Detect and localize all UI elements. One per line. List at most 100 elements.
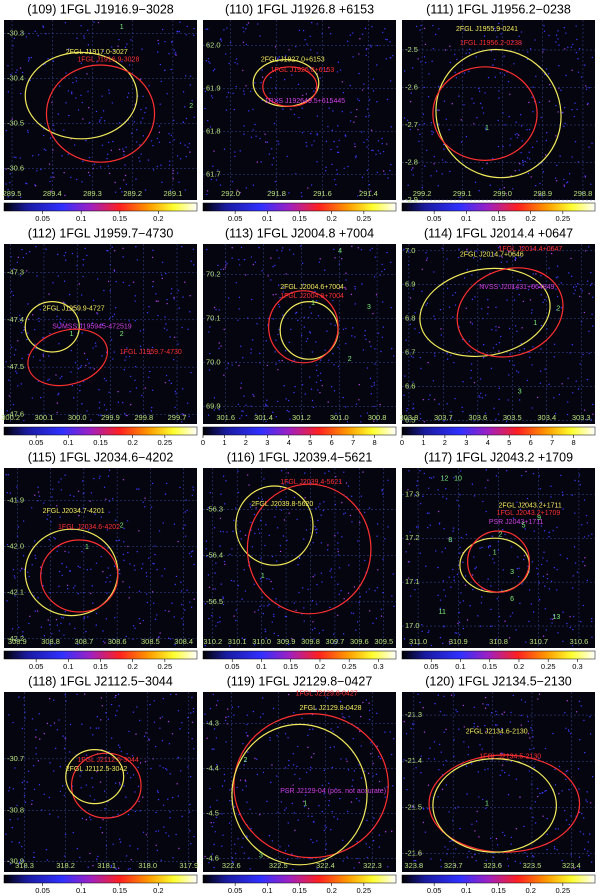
x-tick-label: 323.8 xyxy=(404,861,423,870)
photon xyxy=(208,369,211,371)
photon xyxy=(309,376,311,378)
photon xyxy=(220,583,223,585)
photon xyxy=(220,493,222,495)
photon xyxy=(468,48,471,51)
photon xyxy=(309,728,311,731)
photon xyxy=(209,787,211,790)
photon xyxy=(434,355,436,357)
photon xyxy=(236,786,238,789)
photon xyxy=(560,89,562,91)
photon xyxy=(344,418,346,420)
photon xyxy=(358,72,360,75)
photon xyxy=(74,361,77,364)
photon xyxy=(361,283,363,285)
photon xyxy=(579,831,582,833)
photon xyxy=(55,374,57,376)
photon xyxy=(111,246,113,248)
photon xyxy=(174,51,177,54)
photon xyxy=(207,43,210,46)
photon xyxy=(144,506,146,508)
photon xyxy=(259,605,261,608)
photon xyxy=(61,155,63,157)
source-label: NVSS J201431+064849 xyxy=(479,284,554,291)
photon xyxy=(535,273,537,275)
photon xyxy=(281,194,284,197)
photon xyxy=(93,799,96,801)
panel-title: (116) 1FGL J2039.4−5621 xyxy=(227,450,373,464)
photon xyxy=(568,173,571,175)
photon xyxy=(320,514,322,516)
error-ellipse xyxy=(27,328,109,387)
y-tick-label: -4.5 xyxy=(206,808,219,817)
photon xyxy=(376,712,378,715)
photon xyxy=(221,845,223,847)
photon xyxy=(473,102,475,104)
photon xyxy=(64,259,67,261)
y-tick-label: -42.0 xyxy=(7,541,24,550)
photon xyxy=(56,411,58,414)
photon xyxy=(61,574,63,577)
photon xyxy=(519,796,521,798)
photon xyxy=(223,780,226,782)
photon xyxy=(191,721,194,724)
photon xyxy=(62,617,65,619)
photon xyxy=(238,813,240,816)
photon xyxy=(168,610,170,613)
photon xyxy=(516,501,518,503)
source-label: 3 xyxy=(367,304,371,311)
photon xyxy=(269,190,271,192)
photon xyxy=(245,187,248,189)
photon xyxy=(538,101,541,104)
photon xyxy=(121,191,123,193)
photon xyxy=(273,122,276,125)
photon xyxy=(297,564,299,566)
photon xyxy=(170,292,172,295)
photon xyxy=(33,851,35,854)
photon xyxy=(558,765,561,768)
photon xyxy=(107,250,109,252)
photon xyxy=(443,527,445,530)
photon xyxy=(452,568,454,571)
photon xyxy=(341,536,343,538)
colorbar xyxy=(3,874,198,884)
photon xyxy=(376,587,378,589)
photon xyxy=(359,595,361,598)
photon xyxy=(493,58,496,61)
colorbar-tick-label: 0.15 xyxy=(283,662,298,671)
colorbar-tick-label: 0.2 xyxy=(326,214,336,223)
photon xyxy=(318,261,321,263)
photon xyxy=(204,855,206,858)
photon xyxy=(405,733,408,735)
x-tick-label: 322.6 xyxy=(222,861,241,870)
photon xyxy=(540,274,542,277)
photon xyxy=(572,43,574,46)
photon xyxy=(407,250,410,252)
photon xyxy=(528,151,530,154)
photon xyxy=(463,104,465,106)
photon xyxy=(427,526,429,529)
photon xyxy=(59,516,61,518)
photon xyxy=(550,252,553,255)
photon xyxy=(565,770,568,773)
photon xyxy=(64,833,67,836)
photon xyxy=(336,71,339,73)
panel-title: (110) 1FGL J1926.8 +6153 xyxy=(225,2,374,16)
y-tick-label: 7.0 xyxy=(405,246,415,255)
photon xyxy=(192,707,195,710)
photon xyxy=(171,41,173,44)
photon xyxy=(316,23,319,25)
photon xyxy=(304,497,306,499)
photon xyxy=(127,92,130,94)
photon xyxy=(479,744,481,746)
photon xyxy=(49,762,51,764)
photon xyxy=(484,92,486,94)
photon xyxy=(105,351,108,353)
photon xyxy=(372,622,374,625)
photon xyxy=(503,186,505,189)
photon xyxy=(244,590,247,592)
photon xyxy=(99,166,102,168)
photon xyxy=(142,796,144,798)
photon xyxy=(118,148,121,151)
photon xyxy=(261,697,264,699)
photon xyxy=(43,793,45,796)
